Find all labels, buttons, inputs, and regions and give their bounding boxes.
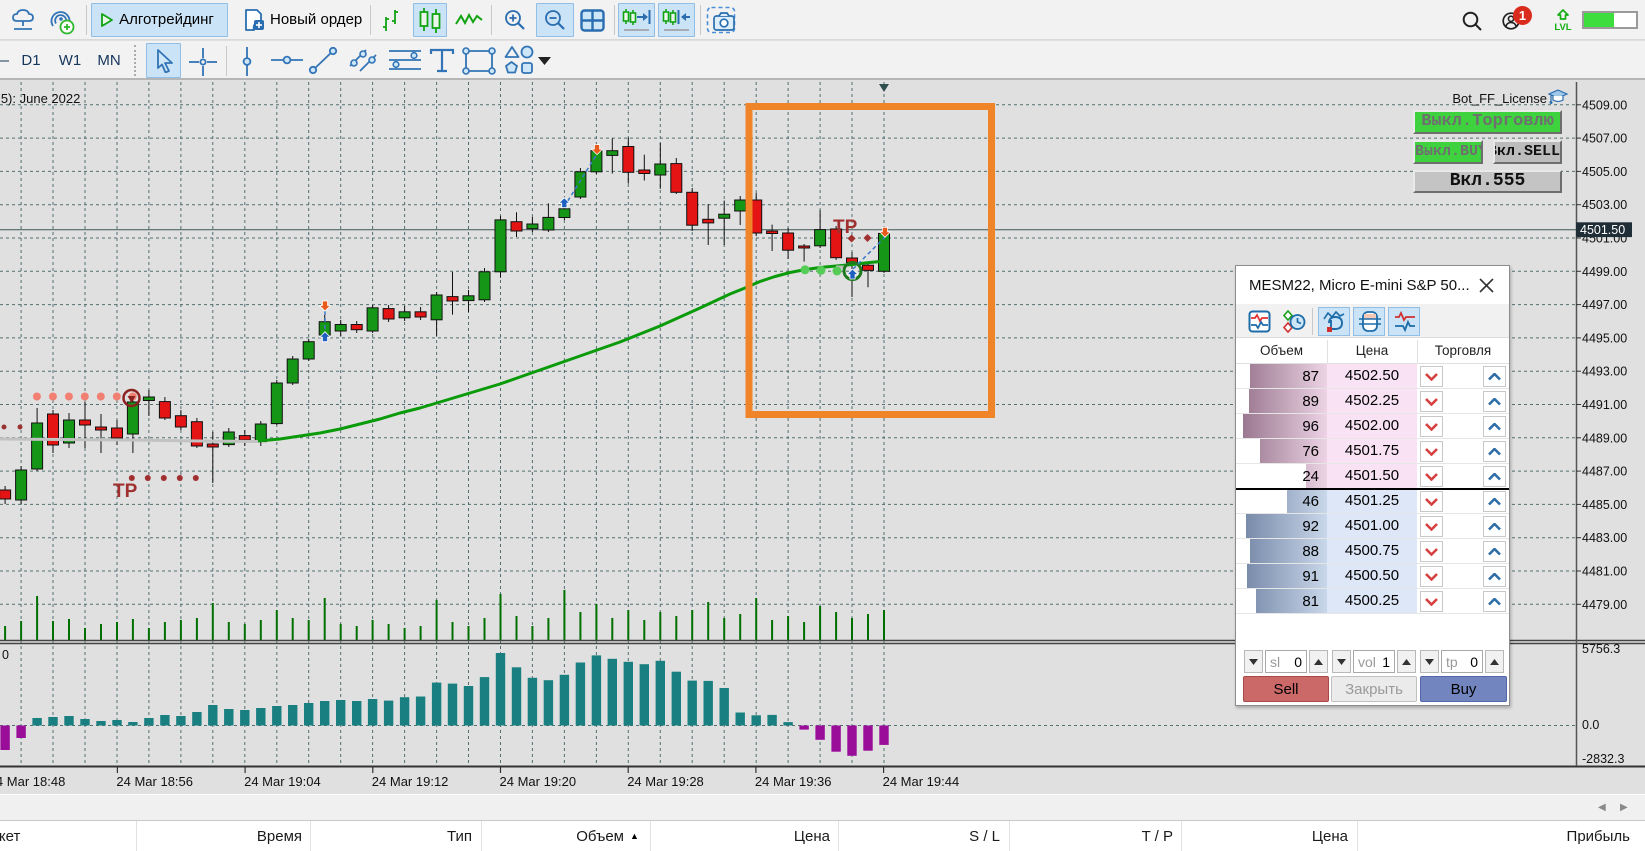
svg-text:24 Mar 19:12: 24 Mar 19:12 [372, 774, 449, 789]
svg-text:24 Mar 18:48: 24 Mar 18:48 [0, 774, 65, 789]
svg-text:0.0: 0.0 [1582, 718, 1599, 732]
svg-text:4501.50: 4501.50 [1580, 223, 1625, 237]
svg-text:М5): June 2022: М5): June 2022 [0, 91, 80, 106]
svg-text:-2832.3: -2832.3 [1582, 752, 1624, 766]
svg-text:24 Mar 19:20: 24 Mar 19:20 [500, 774, 577, 789]
svg-text:4479.00: 4479.00 [1582, 598, 1627, 612]
svg-text:4481.00: 4481.00 [1582, 565, 1627, 579]
svg-text:24 Mar 19:36: 24 Mar 19:36 [755, 774, 832, 789]
svg-text:TP: TP [833, 217, 858, 238]
svg-text:4489.00: 4489.00 [1582, 431, 1627, 445]
svg-text:Bot_FF_License: Bot_FF_License [1452, 91, 1547, 106]
svg-text:4499.00: 4499.00 [1582, 265, 1627, 279]
svg-text:LVL: LVL [1554, 22, 1571, 31]
svg-text:4491.00: 4491.00 [1582, 398, 1627, 412]
svg-text:4485.00: 4485.00 [1582, 498, 1627, 512]
svg-text:24 Mar 19:44: 24 Mar 19:44 [883, 774, 960, 789]
svg-text:0: 0 [2, 648, 9, 662]
svg-text:4495.00: 4495.00 [1582, 331, 1627, 345]
svg-text:4509.00: 4509.00 [1582, 98, 1627, 112]
svg-text:TP: TP [113, 481, 138, 502]
svg-text:24 Mar 19:28: 24 Mar 19:28 [627, 774, 704, 789]
svg-text:4503.00: 4503.00 [1582, 198, 1627, 212]
svg-text:4505.00: 4505.00 [1582, 165, 1627, 179]
svg-text:4507.00: 4507.00 [1582, 132, 1627, 146]
svg-text:24 Mar 19:04: 24 Mar 19:04 [244, 774, 321, 789]
svg-text:4497.00: 4497.00 [1582, 298, 1627, 312]
svg-text:5756.3: 5756.3 [1582, 642, 1620, 656]
svg-text:24 Mar 18:56: 24 Mar 18:56 [116, 774, 193, 789]
svg-text:4487.00: 4487.00 [1582, 465, 1627, 479]
svg-text:4483.00: 4483.00 [1582, 531, 1627, 545]
svg-text:4493.00: 4493.00 [1582, 365, 1627, 379]
